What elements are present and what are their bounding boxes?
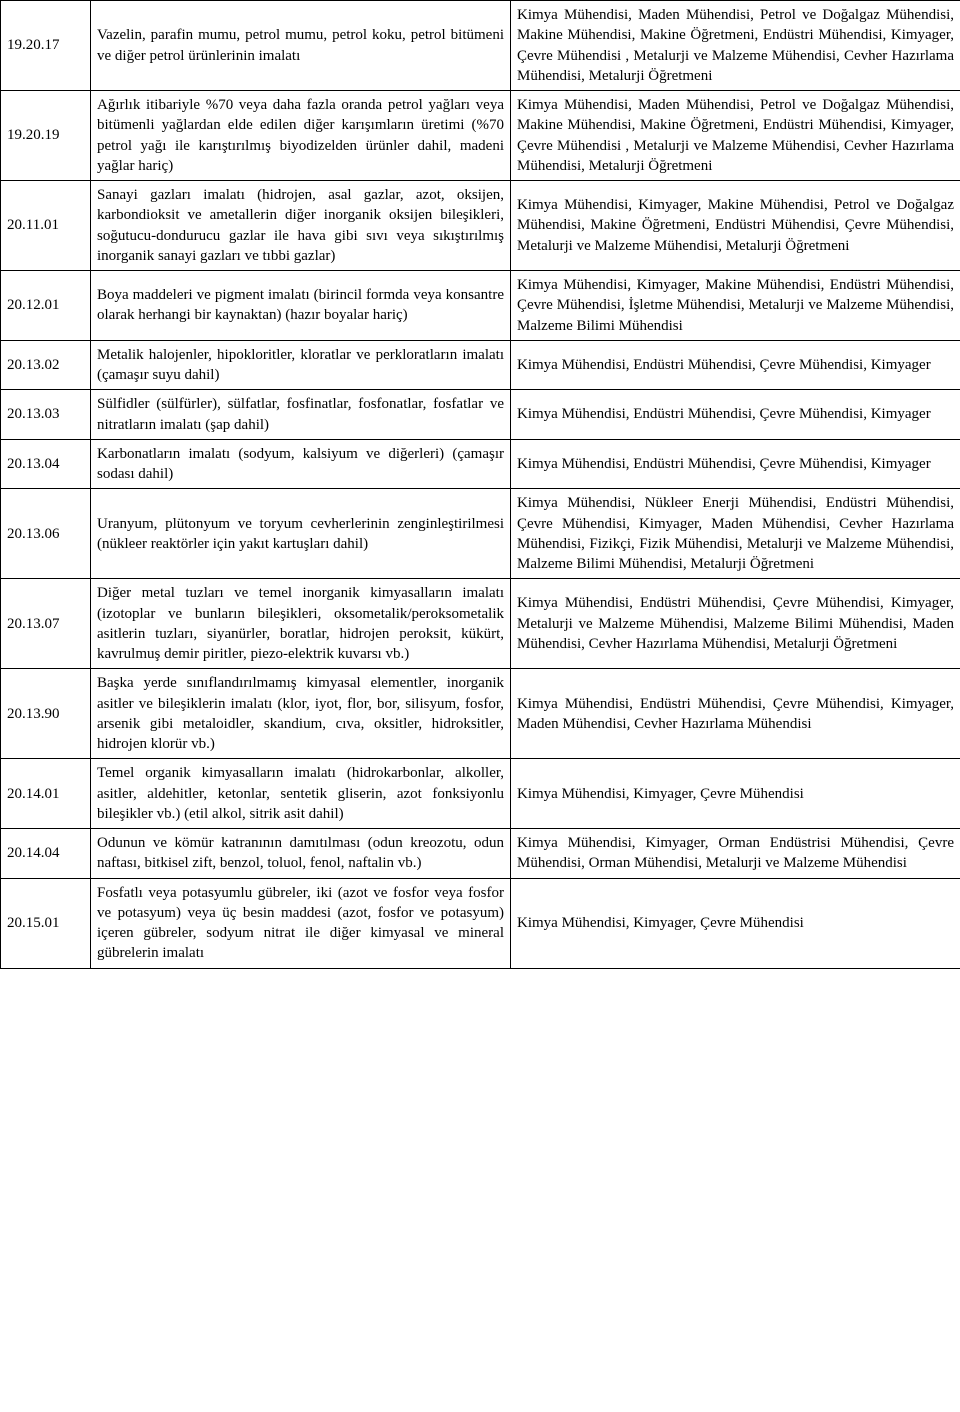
description-cell: Boya maddeleri ve pigment imalatı (birin…: [91, 271, 511, 341]
description-cell: Karbonatların imalatı (sodyum, kalsiyum …: [91, 439, 511, 489]
qualification-cell: Kimya Mühendisi, Endüstri Mühendisi, Çev…: [511, 390, 960, 440]
table-row: 20.13.07Diğer metal tuzları ve temel ino…: [1, 579, 960, 669]
table-row: 20.13.04Karbonatların imalatı (sodyum, k…: [1, 439, 960, 489]
qualification-cell: Kimya Mühendisi, Maden Mühendisi, Petrol…: [511, 1, 960, 91]
description-cell: Metalik halojenler, hipokloritler, klora…: [91, 340, 511, 390]
description-cell: Ağırlık itibariyle %70 veya daha fazla o…: [91, 91, 511, 181]
code-cell: 20.13.03: [1, 390, 91, 440]
table-row: 20.15.01Fosfatlı veya potasyumlu gübrele…: [1, 878, 960, 968]
description-cell: Sanayi gazları imalatı (hidrojen, asal g…: [91, 181, 511, 271]
qualification-cell: Kimya Mühendisi, Endüstri Mühendisi, Çev…: [511, 340, 960, 390]
code-cell: 20.13.04: [1, 439, 91, 489]
code-cell: 19.20.17: [1, 1, 91, 91]
code-cell: 20.11.01: [1, 181, 91, 271]
description-cell: Uranyum, plütonyum ve toryum cevherlerin…: [91, 489, 511, 579]
code-cell: 20.13.02: [1, 340, 91, 390]
qualification-cell: Kimya Mühendisi, Nükleer Enerji Mühendis…: [511, 489, 960, 579]
table-body: 19.20.17Vazelin, parafin mumu, petrol mu…: [1, 1, 960, 969]
table-row: 19.20.19Ağırlık itibariyle %70 veya daha…: [1, 91, 960, 181]
qualification-cell: Kimya Mühendisi, Endüstri Mühendisi, Çev…: [511, 579, 960, 669]
code-cell: 20.14.01: [1, 759, 91, 829]
table-row: 20.13.06Uranyum, plütonyum ve toryum cev…: [1, 489, 960, 579]
qualification-cell: Kimya Mühendisi, Endüstri Mühendisi, Çev…: [511, 439, 960, 489]
qualification-cell: Kimya Mühendisi, Kimyager, Orman Endüstr…: [511, 829, 960, 879]
classification-table: 19.20.17Vazelin, parafin mumu, petrol mu…: [0, 0, 960, 969]
code-cell: 20.13.07: [1, 579, 91, 669]
qualification-cell: Kimya Mühendisi, Kimyager, Makine Mühend…: [511, 181, 960, 271]
code-cell: 20.14.04: [1, 829, 91, 879]
qualification-cell: Kimya Mühendisi, Maden Mühendisi, Petrol…: [511, 91, 960, 181]
code-cell: 20.12.01: [1, 271, 91, 341]
description-cell: Odunun ve kömür katranının damıtılması (…: [91, 829, 511, 879]
table-row: 20.14.01Temel organik kimyasalların imal…: [1, 759, 960, 829]
table-row: 20.11.01Sanayi gazları imalatı (hidrojen…: [1, 181, 960, 271]
code-cell: 20.15.01: [1, 878, 91, 968]
table-row: 20.12.01Boya maddeleri ve pigment imalat…: [1, 271, 960, 341]
qualification-cell: Kimya Mühendisi, Kimyager, Makine Mühend…: [511, 271, 960, 341]
table-row: 19.20.17Vazelin, parafin mumu, petrol mu…: [1, 1, 960, 91]
description-cell: Diğer metal tuzları ve temel inorganik k…: [91, 579, 511, 669]
table-row: 20.14.04Odunun ve kömür katranının damıt…: [1, 829, 960, 879]
table-row: 20.13.02Metalik halojenler, hipokloritle…: [1, 340, 960, 390]
code-cell: 20.13.90: [1, 669, 91, 759]
table-row: 20.13.03Sülfidler (sülfürler), sülfatlar…: [1, 390, 960, 440]
description-cell: Vazelin, parafin mumu, petrol mumu, petr…: [91, 1, 511, 91]
qualification-cell: Kimya Mühendisi, Kimyager, Çevre Mühendi…: [511, 759, 960, 829]
table-row: 20.13.90Başka yerde sınıflandırılmamış k…: [1, 669, 960, 759]
code-cell: 19.20.19: [1, 91, 91, 181]
qualification-cell: Kimya Mühendisi, Endüstri Mühendisi, Çev…: [511, 669, 960, 759]
qualification-cell: Kimya Mühendisi, Kimyager, Çevre Mühendi…: [511, 878, 960, 968]
code-cell: 20.13.06: [1, 489, 91, 579]
description-cell: Fosfatlı veya potasyumlu gübreler, iki (…: [91, 878, 511, 968]
description-cell: Başka yerde sınıflandırılmamış kimyasal …: [91, 669, 511, 759]
description-cell: Temel organik kimyasalların imalatı (hid…: [91, 759, 511, 829]
description-cell: Sülfidler (sülfürler), sülfatlar, fosfin…: [91, 390, 511, 440]
